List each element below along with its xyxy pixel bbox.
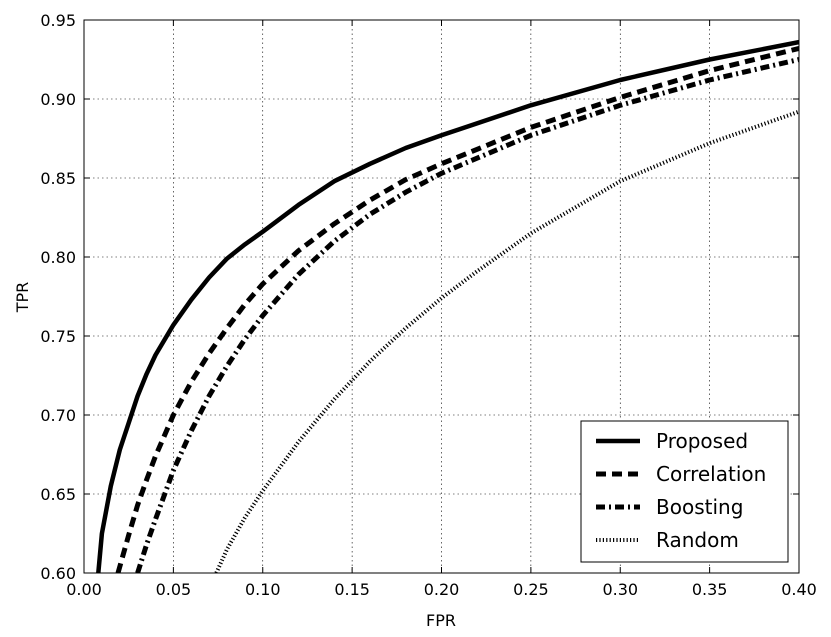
x-axis-label: FPR xyxy=(426,611,456,630)
y-tick-label: 0.95 xyxy=(40,11,76,30)
legend: Proposed Correlation Boosting Random xyxy=(580,420,789,563)
legend-label-proposed: Proposed xyxy=(656,429,748,453)
y-tick-label: 0.80 xyxy=(40,248,76,267)
x-tick-label: 0.05 xyxy=(156,580,192,599)
x-tick-label: 0.00 xyxy=(66,580,102,599)
x-tick-label: 0.15 xyxy=(334,580,370,599)
x-tick-label: 0.30 xyxy=(602,580,638,599)
x-tick-label: 0.40 xyxy=(781,580,817,599)
series-line-proposed xyxy=(96,39,799,573)
y-tick-label: 0.70 xyxy=(40,406,76,425)
y-tick-label: 0.60 xyxy=(40,564,76,583)
legend-label-boosting: Boosting xyxy=(656,495,743,519)
series-line-boosting xyxy=(135,57,799,573)
x-tick-labels: 0.00 0.05 0.10 0.15 0.20 0.25 0.30 0.35 0.40 xyxy=(66,580,817,599)
series-line-random xyxy=(214,109,799,573)
legend-label-correlation: Correlation xyxy=(656,462,766,486)
y-axis-label: TPR xyxy=(13,282,32,314)
legend-box xyxy=(580,420,789,563)
x-tick-label: 0.25 xyxy=(513,580,549,599)
plot-frame xyxy=(83,19,800,574)
y-tick-label: 0.85 xyxy=(40,169,76,188)
legend-entries: Proposed Correlation Boosting Random xyxy=(596,429,766,552)
series-line-correlation xyxy=(115,45,799,573)
series-group xyxy=(96,39,799,573)
x-tick-label: 0.35 xyxy=(692,580,728,599)
y-tick-labels: 0.60 0.65 0.70 0.75 0.80 0.85 0.90 0.95 xyxy=(40,11,76,583)
x-tick-label: 0.20 xyxy=(424,580,460,599)
x-tick-label: 0.10 xyxy=(245,580,281,599)
legend-label-random: Random xyxy=(656,528,739,552)
y-tick-label: 0.75 xyxy=(40,327,76,346)
y-tick-label: 0.65 xyxy=(40,485,76,504)
y-tick-label: 0.90 xyxy=(40,90,76,109)
